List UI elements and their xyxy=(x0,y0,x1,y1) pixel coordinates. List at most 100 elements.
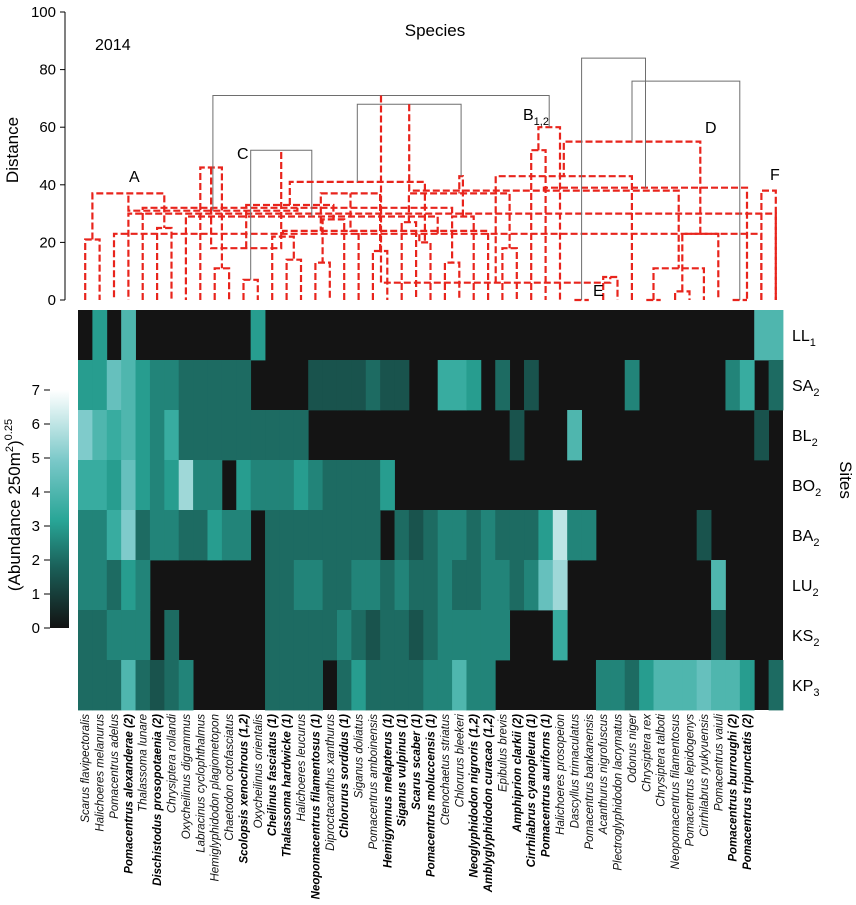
site-label-sub: 2 xyxy=(812,587,818,599)
species-label: Oxycheilinus orientalis xyxy=(253,714,265,829)
species-label: Halichoeres prosopeion xyxy=(555,714,567,835)
heat-cell xyxy=(711,610,726,661)
heat-cell xyxy=(423,660,439,711)
heat-cell xyxy=(279,610,295,661)
heat-cell xyxy=(293,660,309,711)
heat-cell xyxy=(135,510,151,561)
heat-cell xyxy=(78,460,93,511)
clade-label-a: A xyxy=(129,169,140,186)
species-label: Pomacentrus adelus xyxy=(109,714,121,819)
heat-cell xyxy=(423,610,439,661)
site-label: KS2 xyxy=(792,628,819,649)
heat-cell xyxy=(452,660,467,711)
dendrogram-branch-significant xyxy=(451,215,475,300)
clade-label-f: F xyxy=(770,167,780,184)
heat-cell xyxy=(739,360,755,411)
heat-cell xyxy=(92,410,108,461)
heat-cell xyxy=(121,560,136,611)
site-label: BO2 xyxy=(792,478,821,499)
dendrogram-branch-significant xyxy=(681,232,720,300)
heat-cell xyxy=(466,610,482,661)
heat-cell xyxy=(365,560,381,611)
heat-cell xyxy=(538,510,554,561)
heat-cell xyxy=(768,360,784,411)
heat-cell xyxy=(92,510,108,561)
heat-cell xyxy=(437,360,453,411)
heat-cell xyxy=(509,560,525,611)
dendrogram-branch-significant xyxy=(314,261,331,300)
heat-cell xyxy=(768,310,784,361)
heat-cell xyxy=(408,510,424,561)
heat-cell xyxy=(236,460,252,511)
species-label: Hemigymnus melapterus (1) xyxy=(382,714,394,868)
heat-cell xyxy=(178,460,194,511)
heat-cell xyxy=(394,610,410,661)
heat-cell xyxy=(351,510,367,561)
heat-cell xyxy=(78,410,93,461)
species-label: Epibulus brevis xyxy=(497,714,509,792)
species-label: Pomacentrus auriforns (1) xyxy=(541,714,553,857)
species-label: Dischistodus prosopotaenia (2) xyxy=(152,714,164,886)
clade-label-b: B1,2 xyxy=(523,107,549,128)
heat-cell xyxy=(567,410,582,461)
dendrogram-branch-significant xyxy=(494,175,633,300)
dendrogram-branch-significant xyxy=(674,290,691,300)
site-label-name: KS xyxy=(792,628,813,645)
heat-cell xyxy=(121,610,136,661)
heat-cell xyxy=(423,560,439,611)
heat-cell xyxy=(279,460,295,511)
heat-cell xyxy=(207,360,223,411)
species-label: Siganus vulpinus (1) xyxy=(397,714,409,827)
species-label: Pomacentrus vaiuli xyxy=(713,714,725,812)
y-tick-label: 80 xyxy=(39,62,56,79)
species-label: Amphiprion clarkii (2) xyxy=(512,714,524,833)
heat-cell xyxy=(92,460,108,511)
heat-cell xyxy=(351,610,367,661)
heat-cell xyxy=(293,560,309,611)
heat-cell xyxy=(452,360,467,411)
species-label: Neopomacentrus filamentosus (1) xyxy=(310,714,322,899)
species-label: Acanthurus nigrofuscus xyxy=(598,714,610,835)
heat-cell xyxy=(78,610,93,661)
heat-cell xyxy=(121,360,136,411)
heat-cell xyxy=(193,360,208,411)
colorbar-tick-label: 4 xyxy=(32,484,40,501)
heat-cell xyxy=(696,660,712,711)
dendrogram-branch xyxy=(581,57,646,300)
site-label-sub: 2 xyxy=(815,487,821,499)
heat-cell xyxy=(265,660,280,711)
clade-label-d: D xyxy=(705,120,717,137)
dendrogram-branch-significant xyxy=(443,261,461,300)
heat-cell xyxy=(336,660,352,711)
heat-cell xyxy=(265,410,280,461)
heat-cell xyxy=(221,360,237,411)
heat-cell xyxy=(121,460,136,511)
heat-cell xyxy=(466,660,482,711)
heat-cell xyxy=(336,360,352,411)
heat-cell xyxy=(279,510,295,561)
site-label: BL2 xyxy=(792,428,818,449)
species-label: Pomacentrus bankanensis xyxy=(584,714,596,850)
heat-cell xyxy=(624,660,640,711)
heat-cell xyxy=(308,360,323,411)
site-label-sub: 2 xyxy=(813,637,819,649)
heat-cell xyxy=(265,460,280,511)
heat-cell xyxy=(322,460,338,511)
heat-cell xyxy=(193,510,208,561)
dendrogram-y-label: Distance xyxy=(3,117,22,183)
heat-cell xyxy=(408,660,424,711)
species-label: Chrysiptera rollandi xyxy=(167,714,179,814)
site-label-sub: 2 xyxy=(812,437,818,449)
heat-cell xyxy=(380,360,395,411)
dendrogram-branch-significant xyxy=(184,215,439,300)
heat-cell xyxy=(538,560,554,611)
species-label: Neoglyphidodon nigroris (1,2) xyxy=(469,714,481,878)
heat-cell xyxy=(221,410,237,461)
dendrogram-branch-significant xyxy=(127,193,299,212)
dendrogram-branch xyxy=(631,80,741,300)
species-label: Odonus niger xyxy=(627,713,639,783)
heat-cell xyxy=(754,310,770,361)
colorbar-tick-label: 1 xyxy=(32,586,40,603)
heat-cell xyxy=(466,360,482,411)
heat-cell xyxy=(135,610,151,661)
